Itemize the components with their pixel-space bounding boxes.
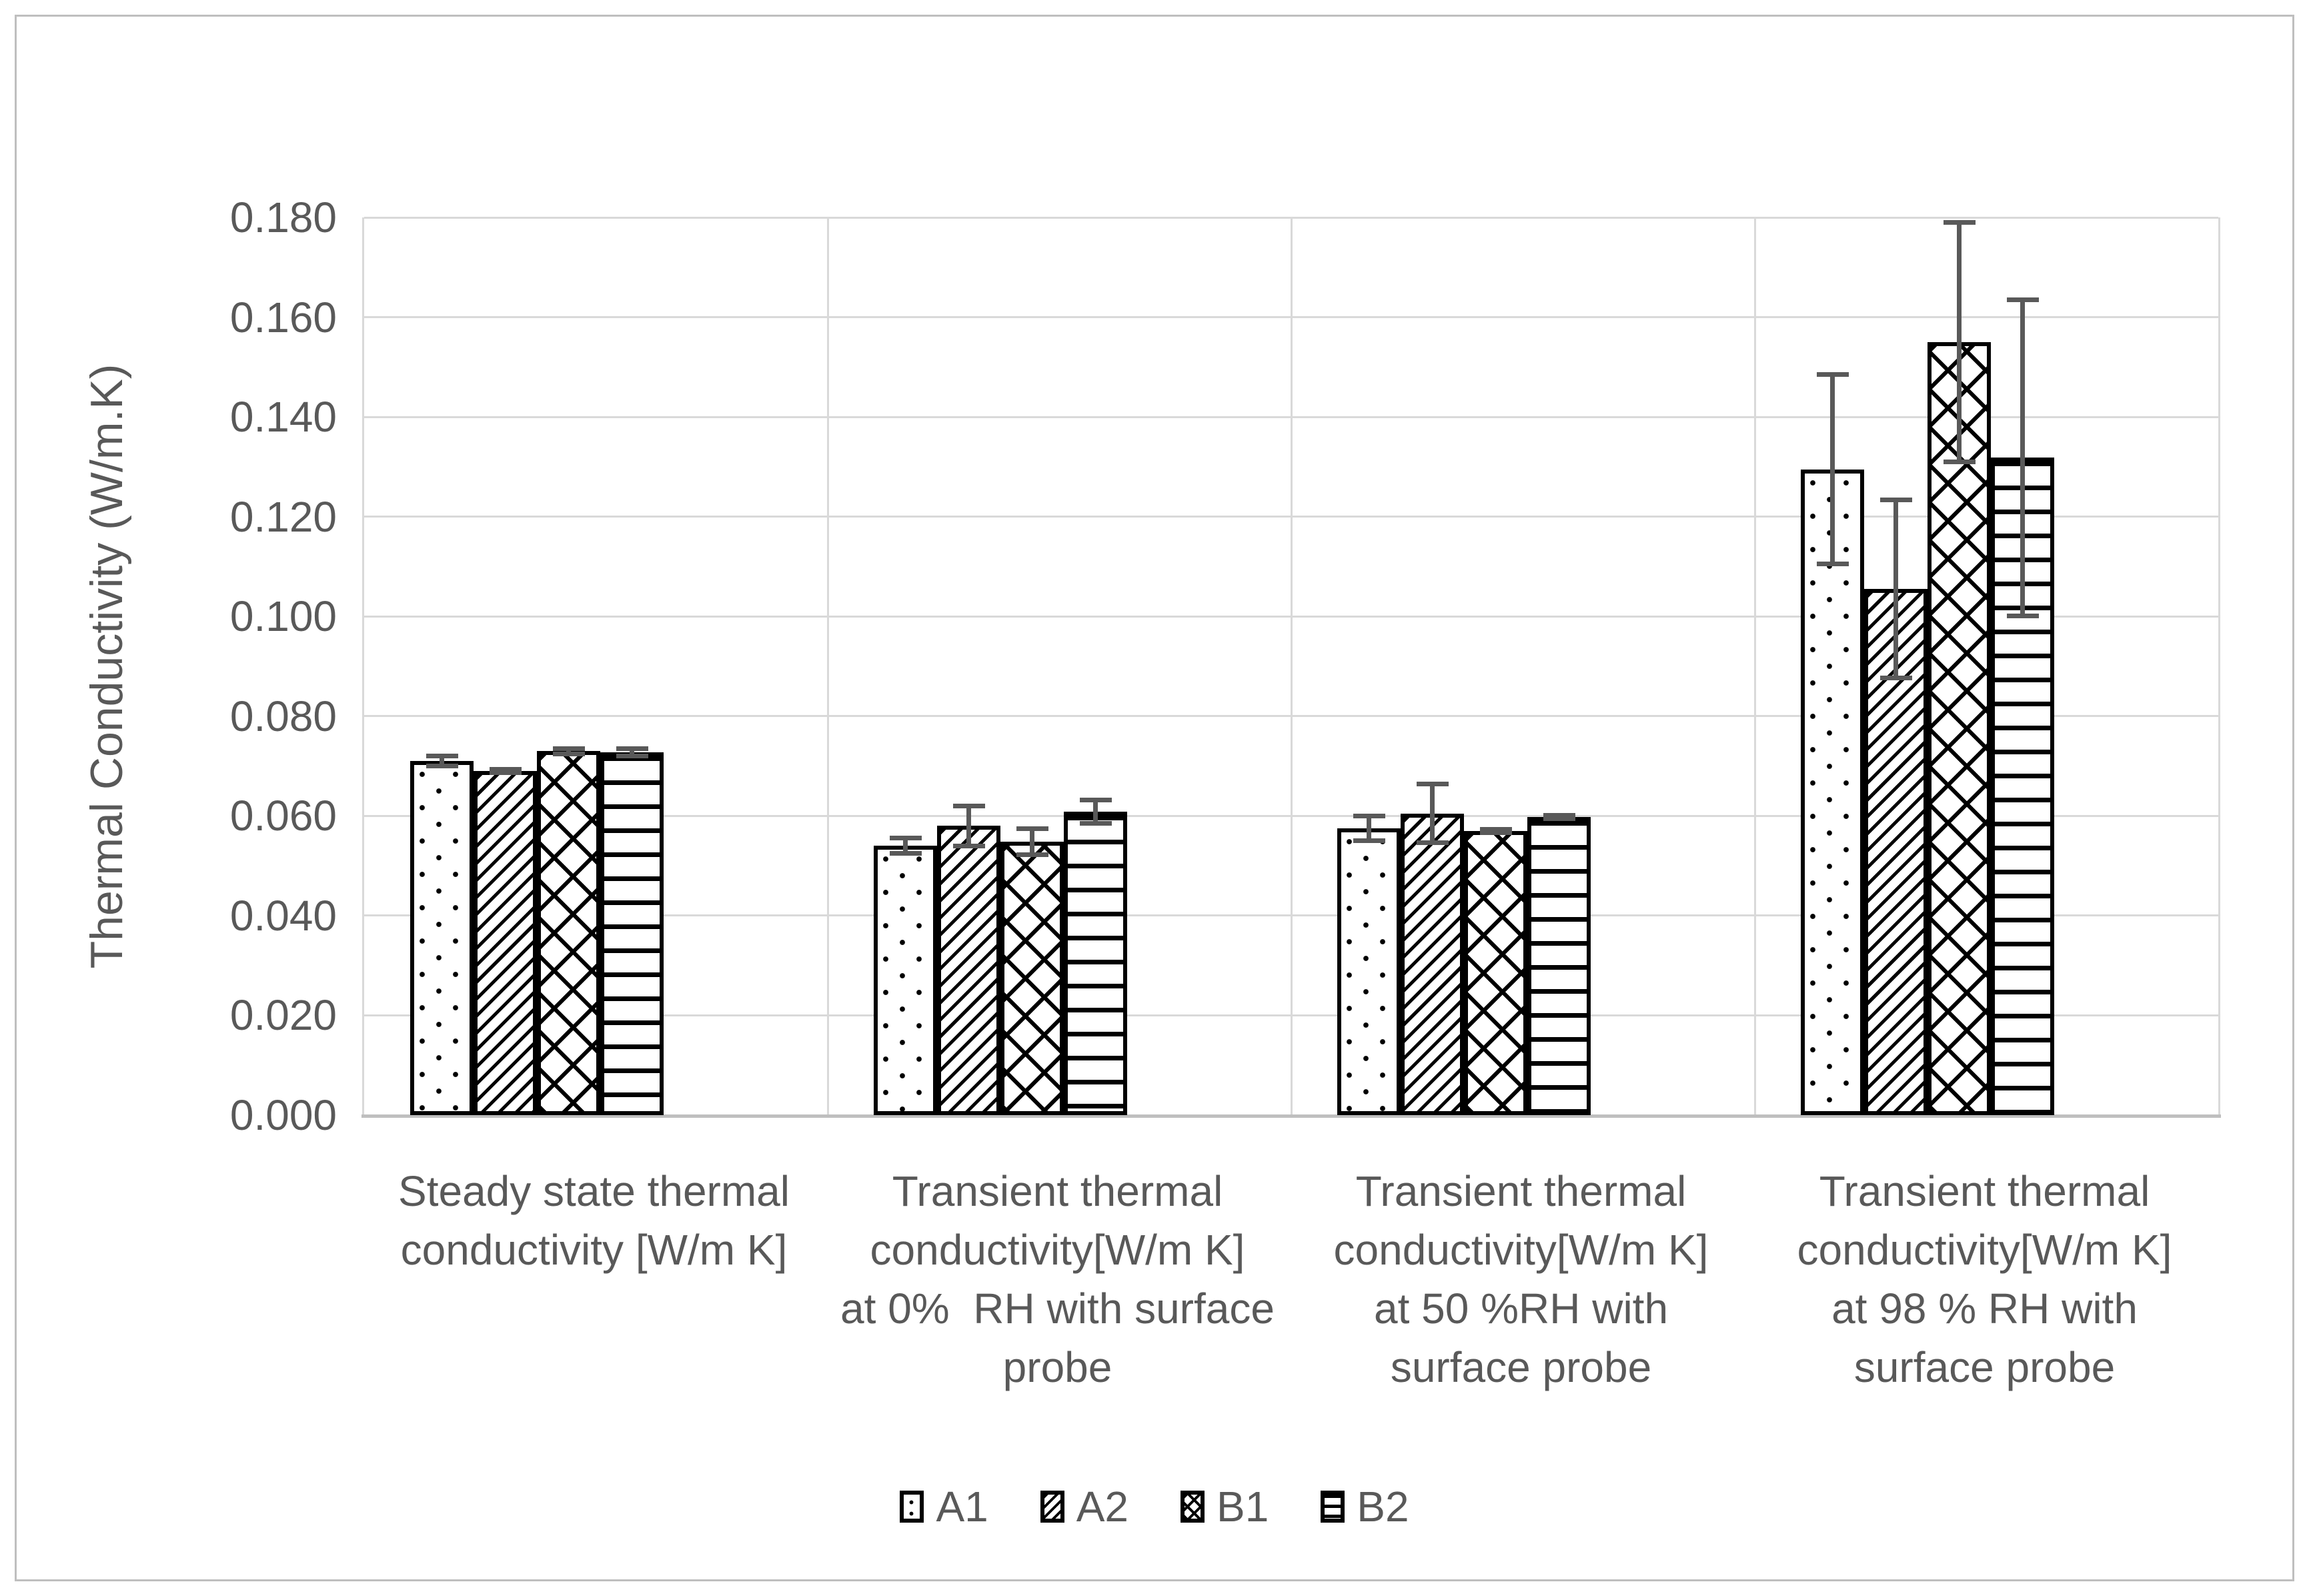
error-bar-A1-cat4 [1830,371,1835,567]
category-label-2: Transient thermal conductivity[W/m K] at… [840,1167,1275,1391]
error-bar-A2-cat4 [1893,498,1898,680]
y-tick-label: 0.120 [229,492,337,541]
error-bar-cap [426,764,458,769]
error-bar-cap [1479,830,1512,835]
y-tick-label: 0.160 [229,293,337,341]
legend-swatch-B1 [1181,1491,1205,1523]
error-bar-cap [1543,816,1575,821]
error-bar-cap [1816,562,1849,567]
bar-A2-cat4 [1864,589,1928,1115]
legend-label-B1: B1 [1217,1483,1269,1531]
gridline-vertical [1753,217,1756,1115]
plot-area [361,216,2221,1118]
bar-A2-cat2 [937,826,1000,1115]
error-bar-cap [1479,826,1512,832]
bar-B1-cat4 [1928,341,1991,1115]
error-bar-cap [552,746,585,751]
legend-swatch-A2 [1040,1491,1064,1523]
error-bar-cap [1943,460,1976,465]
error-bar-A1-cat2 [903,836,908,856]
error-bar-cap [616,746,648,752]
error-bar-cap [1079,798,1112,803]
legend: A1 A2 B1 B2 [0,1482,2309,1531]
category-label-3: Transient thermal conductivity[W/m K] at… [1333,1167,1709,1391]
gridline-vertical [1290,217,1293,1115]
y-tick-label: 0.040 [229,891,337,940]
error-bar-B2-cat4 [2020,297,2025,619]
error-bar-cap [889,836,922,841]
y-tick-label: 0.100 [229,592,337,641]
bar-A1-cat1 [410,761,474,1115]
legend-item-B2: B2 [1321,1482,1409,1531]
y-tick-label: 0.020 [229,991,337,1040]
error-bar-cap [1353,838,1385,843]
bar-B1-cat3 [1464,830,1527,1115]
bar-A1-cat2 [874,846,937,1115]
x-axis-line [361,1114,2221,1118]
error-bar-cap [1879,498,1912,503]
error-bar-A1-cat3 [1367,814,1371,843]
bar-B1-cat1 [537,751,600,1115]
error-bar-B1-cat4 [1957,219,1962,465]
error-bar-A2-cat2 [966,803,971,848]
error-bar-cap [1943,219,1976,225]
gridline-vertical [826,217,829,1115]
error-bar-cap [1416,840,1449,845]
error-bar-cap [616,754,648,759]
error-bar-B2-cat1 [630,746,634,759]
legend-label-A1: A1 [936,1483,988,1531]
error-bar-cap [952,843,985,848]
error-bar-cap [1353,814,1385,819]
y-tick-label: 0.060 [229,792,337,840]
legend-item-A2: A2 [1040,1482,1128,1531]
bar-B2-cat2 [1064,812,1127,1115]
y-axis-title: Thermal Conductivity (W/m.K) [81,363,132,969]
error-bar-cap [1816,371,1849,377]
error-bar-cap [552,751,585,756]
y-tick-label: 0.180 [229,193,337,241]
category-label-1: Steady state thermal conductivity [W/m K… [398,1167,790,1274]
bar-A2-cat3 [1401,813,1464,1115]
error-bar-cap [1879,675,1912,680]
error-bar-cap [1416,782,1449,787]
bar-B2-cat3 [1527,816,1591,1115]
legend-item-B1: B1 [1181,1482,1269,1531]
error-bar-cap [1016,852,1048,858]
legend-swatch-B2 [1321,1491,1345,1523]
error-bar-B1-cat1 [566,746,571,756]
bar-B1-cat2 [1000,842,1064,1115]
error-bar-cap [952,803,985,808]
y-tick-label: 0.080 [229,692,337,740]
error-bar-cap [2006,297,2039,302]
y-tick-label: 0.000 [229,1091,337,1139]
legend-label-A2: A2 [1076,1483,1128,1531]
error-bar-cap [2006,614,2039,619]
legend-label-B2: B2 [1357,1483,1409,1531]
bar-A2-cat1 [474,771,537,1115]
error-bar-A1-cat1 [440,753,444,769]
error-bar-cap [1079,821,1112,826]
error-bar-B1-cat2 [1030,826,1034,858]
y-tick-label: 0.140 [229,393,337,442]
legend-swatch-A1 [900,1491,924,1523]
error-bar-cap [426,753,458,758]
error-bar-cap [489,770,522,775]
bar-B2-cat1 [600,752,664,1115]
legend-item-A1: A1 [900,1482,988,1531]
bar-A1-cat3 [1337,828,1401,1115]
error-bar-cap [1543,812,1575,818]
category-label-4: Transient thermal conductivity[W/m K] at… [1797,1167,2172,1391]
error-bar-cap [489,767,522,772]
bar-A1-cat4 [1801,469,1864,1115]
error-bar-cap [889,851,922,856]
error-bar-B2-cat2 [1093,798,1098,826]
error-bar-A2-cat3 [1430,782,1435,845]
error-bar-cap [1016,826,1048,832]
